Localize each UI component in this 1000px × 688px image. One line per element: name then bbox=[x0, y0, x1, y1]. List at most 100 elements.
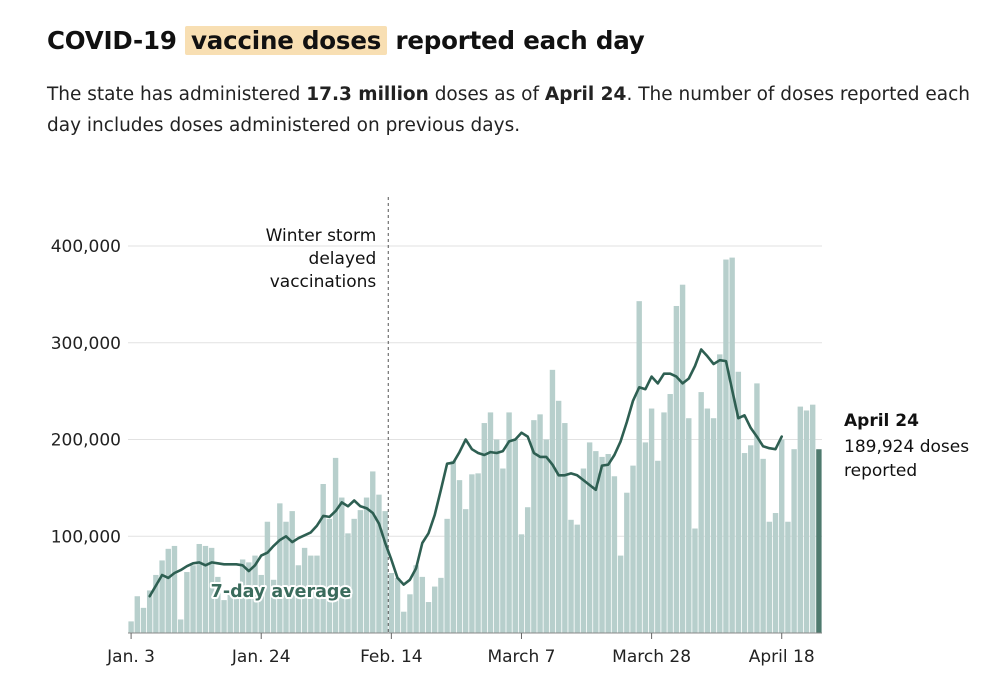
bar bbox=[729, 257, 735, 633]
subtitle-total-doses: 17.3 million bbox=[306, 84, 429, 105]
bar bbox=[332, 457, 339, 633]
bar bbox=[140, 607, 147, 633]
bar bbox=[301, 547, 308, 633]
bar bbox=[159, 560, 165, 633]
bar bbox=[438, 577, 444, 633]
seven-day-average: 7-day average bbox=[148, 348, 784, 604]
bar bbox=[146, 590, 153, 633]
bar bbox=[326, 518, 333, 633]
bar bbox=[196, 543, 202, 633]
bar bbox=[463, 509, 469, 633]
bar bbox=[741, 453, 748, 633]
bar bbox=[432, 586, 438, 633]
bar bbox=[704, 408, 711, 633]
bar bbox=[766, 521, 773, 633]
bar bbox=[506, 412, 512, 633]
bar bbox=[735, 371, 742, 633]
bar bbox=[655, 460, 661, 633]
bar bbox=[419, 576, 426, 633]
bar bbox=[239, 559, 246, 633]
bar bbox=[710, 418, 717, 633]
bars bbox=[128, 257, 822, 633]
subtitle-part: doses as of bbox=[428, 84, 545, 105]
x-tick-label: March 7 bbox=[487, 647, 555, 667]
bar bbox=[339, 497, 345, 633]
bar bbox=[295, 565, 302, 633]
bar bbox=[487, 412, 494, 633]
bar bbox=[413, 565, 419, 633]
bar bbox=[450, 460, 457, 633]
bar bbox=[568, 519, 574, 633]
bar bbox=[636, 301, 642, 633]
bar bbox=[537, 414, 543, 633]
bar bbox=[475, 473, 481, 633]
bar bbox=[754, 383, 760, 633]
bar bbox=[208, 547, 215, 633]
bar bbox=[320, 484, 326, 633]
callout-date: April 24 bbox=[844, 411, 919, 431]
bar bbox=[500, 468, 506, 633]
bar-latest bbox=[816, 449, 822, 633]
bar bbox=[748, 445, 754, 633]
bar bbox=[134, 596, 140, 633]
storm-annotation-line: vaccinations bbox=[270, 272, 377, 292]
storm-annotation-line: delayed bbox=[309, 249, 377, 269]
bar bbox=[184, 572, 190, 633]
bar bbox=[456, 480, 463, 633]
bar bbox=[574, 524, 580, 633]
y-axis: 100,000 200,000 300,000 400,000 bbox=[51, 237, 121, 547]
y-tick-label: 100,000 bbox=[51, 527, 121, 547]
bar bbox=[407, 594, 413, 633]
bar bbox=[586, 442, 593, 633]
bar bbox=[221, 600, 227, 633]
bar bbox=[611, 476, 618, 633]
bar bbox=[797, 406, 804, 633]
bar bbox=[252, 555, 258, 633]
bar bbox=[388, 573, 395, 633]
bar bbox=[283, 521, 289, 633]
bar bbox=[760, 458, 766, 633]
bar bbox=[531, 420, 537, 633]
bar bbox=[543, 439, 549, 633]
subtitle-part: . The number of doses reported each day … bbox=[47, 84, 971, 136]
y-tick-label: 400,000 bbox=[51, 237, 121, 257]
bar bbox=[661, 412, 667, 633]
bar bbox=[165, 548, 171, 633]
bar bbox=[605, 454, 611, 633]
bar bbox=[593, 451, 599, 633]
bar bbox=[624, 492, 630, 633]
bar bbox=[444, 518, 450, 633]
bar bbox=[357, 510, 364, 633]
y-tick-label: 200,000 bbox=[51, 431, 121, 451]
x-tick-label: Jan. 24 bbox=[231, 647, 291, 667]
bar bbox=[493, 439, 500, 633]
bar bbox=[246, 562, 252, 633]
x-tick-label: Jan. 3 bbox=[106, 647, 155, 667]
bar bbox=[599, 456, 605, 633]
chart-subtitle: The state has administered 17.3 million … bbox=[47, 79, 982, 141]
x-tick-label: March 28 bbox=[612, 647, 691, 667]
seven-day-average-line bbox=[148, 348, 784, 598]
bar bbox=[717, 354, 723, 633]
latest-callout: April 24 189,924 doses reported bbox=[844, 411, 969, 481]
bar bbox=[642, 442, 649, 633]
bar bbox=[153, 574, 159, 633]
bar bbox=[679, 284, 686, 633]
bar bbox=[308, 555, 314, 633]
bar bbox=[692, 528, 698, 633]
bar bbox=[803, 410, 810, 633]
bar bbox=[202, 545, 209, 633]
bar bbox=[351, 518, 357, 633]
bar bbox=[549, 369, 556, 633]
bar bbox=[562, 423, 568, 633]
title-text-before: COVID-19 bbox=[47, 26, 177, 55]
x-tick-label: April 18 bbox=[749, 647, 815, 667]
bar bbox=[314, 555, 320, 633]
bar bbox=[481, 423, 487, 633]
bar bbox=[469, 474, 475, 633]
x-axis: Jan. 3 Jan. 24 Feb. 14 March 7 March 28 April… bbox=[106, 632, 822, 667]
bar bbox=[425, 602, 432, 633]
subtitle-part: The state has administered bbox=[47, 84, 307, 105]
bar bbox=[190, 565, 196, 633]
